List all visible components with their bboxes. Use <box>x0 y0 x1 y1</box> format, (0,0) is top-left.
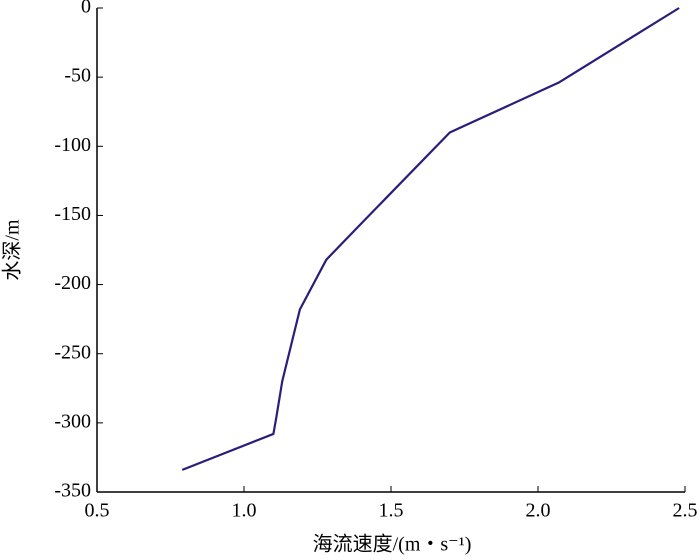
x-tick-label: 1.5 <box>379 500 404 522</box>
line-series <box>181 7 680 471</box>
y-tick-label: -250 <box>54 341 91 363</box>
x-tick-label: 2.5 <box>673 500 698 522</box>
y-tick-label: -300 <box>54 410 91 432</box>
y-tick-label: 0 <box>81 0 91 18</box>
x-axis-label: 海流速度/(m・s⁻¹) <box>313 533 472 556</box>
y-tick-label: -200 <box>54 272 91 294</box>
x-tick-label: 1.0 <box>232 500 257 522</box>
y-tick-label: -350 <box>54 480 91 502</box>
y-axis-label: 水深/m <box>1 219 24 281</box>
y-tick-label: -150 <box>54 203 91 225</box>
y-tick-label: -100 <box>54 134 91 156</box>
y-tick-label: -50 <box>64 65 91 87</box>
x-tick-label: 2.0 <box>526 500 551 522</box>
x-tick-label: 0.5 <box>85 500 110 522</box>
